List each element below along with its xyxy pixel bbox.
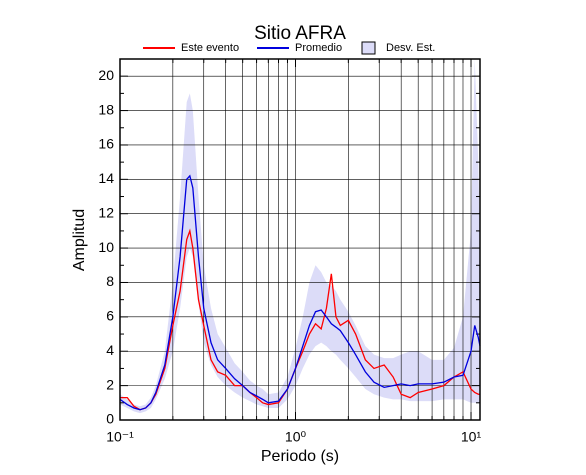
x-tick-label: 10⁻¹ [106,429,134,445]
std-band [120,59,480,414]
y-tick-label: 12 [98,204,114,220]
plot-frame [119,58,481,421]
x-axis-label: Periodo (s) [261,448,339,465]
y-tick-label: 4 [106,342,114,358]
y-tick-label: 8 [106,273,114,289]
y-tick-label: 16 [98,136,114,152]
y-tick-label: 10 [98,239,114,255]
x-tick-label: 10⁰ [285,429,307,445]
series-line [119,174,481,411]
y-tick-label: 6 [106,308,114,324]
y-tick-label: 2 [106,376,114,392]
y-tick-label: 20 [98,67,114,83]
legend-label: Este evento [181,42,239,54]
legend-label: Promedio [295,42,342,54]
x-tick-label: 10¹ [461,429,482,445]
y-tick-label: 14 [98,170,114,186]
chart-title: Sitio AFRA [254,23,346,44]
y-axis-label: Amplitud [71,209,88,271]
legend-swatch [361,41,376,55]
y-tick-label: 18 [98,101,114,117]
legend-label: Desv. Est. [386,42,435,54]
y-tick-label: 0 [106,411,114,427]
